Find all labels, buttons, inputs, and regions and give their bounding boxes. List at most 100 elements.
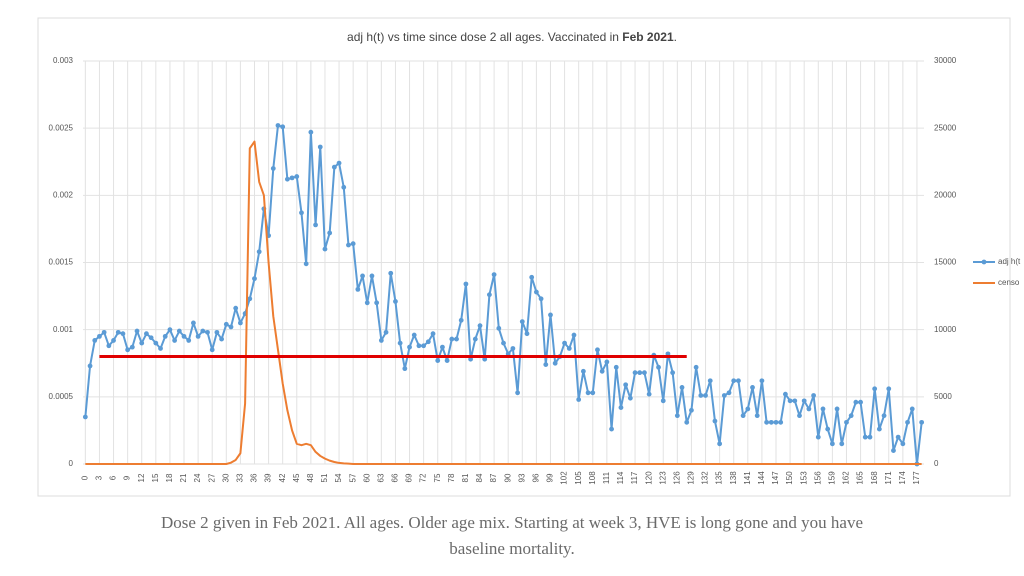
x-tick-label: 129 — [687, 471, 696, 485]
data-point — [252, 276, 257, 282]
x-tick-label: 18 — [165, 473, 174, 482]
data-point — [120, 331, 126, 337]
data-point — [689, 407, 694, 413]
chart-frame — [37, 17, 1011, 497]
data-point — [642, 370, 647, 376]
data-point — [585, 390, 591, 396]
data-point — [106, 343, 112, 349]
data-point — [773, 419, 779, 425]
data-point — [745, 406, 751, 412]
x-tick-label: 33 — [236, 473, 245, 482]
data-point — [219, 336, 225, 342]
y2-tick-label: 0 — [934, 459, 939, 468]
data-point — [848, 413, 854, 419]
data-point — [129, 344, 135, 350]
data-point — [228, 324, 234, 330]
data-point — [820, 406, 826, 412]
y2-tick-label: 30000 — [934, 56, 957, 65]
x-tick-label: 174 — [898, 471, 907, 485]
data-point — [754, 413, 760, 419]
x-tick-label: 78 — [447, 473, 456, 482]
y-tick-label: 0.0005 — [49, 392, 74, 401]
data-point — [327, 230, 333, 236]
data-point — [360, 273, 365, 279]
data-point — [491, 272, 497, 277]
data-point — [886, 386, 892, 392]
data-point — [717, 441, 723, 447]
data-point — [97, 333, 102, 339]
x-tick-label: 66 — [391, 473, 400, 482]
data-point — [646, 391, 652, 397]
data-point — [618, 405, 624, 410]
data-point — [331, 164, 337, 170]
x-tick-label: 81 — [461, 473, 470, 482]
x-tick-label: 24 — [193, 473, 202, 482]
data-point — [444, 358, 450, 363]
x-tick-label: 3 — [95, 475, 104, 480]
x-tick-label: 36 — [250, 473, 259, 482]
data-point — [237, 320, 243, 326]
data-point — [416, 343, 422, 349]
data-point — [580, 368, 586, 374]
data-point — [510, 346, 516, 351]
data-point — [289, 175, 295, 181]
data-point — [158, 346, 163, 351]
x-tick-label: 21 — [179, 473, 188, 482]
data-point — [148, 335, 154, 341]
data-point — [576, 397, 582, 402]
data-point — [693, 364, 699, 370]
x-tick-label: 138 — [729, 471, 738, 485]
data-point — [421, 343, 427, 349]
chart: adj h(t) vs time since dose 2 all ages. … — [37, 17, 1021, 497]
title-part: Feb 2021 — [622, 30, 674, 44]
data-point — [834, 406, 840, 412]
data-point — [454, 336, 459, 342]
x-tick-label: 12 — [137, 473, 146, 482]
data-point — [270, 166, 276, 171]
x-tick-label: 135 — [715, 471, 724, 485]
data-point — [402, 366, 408, 372]
data-point — [134, 328, 140, 334]
data-point — [595, 347, 600, 353]
data-point — [214, 329, 220, 335]
data-point — [82, 414, 88, 420]
data-point — [378, 338, 384, 343]
x-tick-label: 93 — [517, 473, 526, 482]
data-point — [707, 378, 713, 384]
data-point — [909, 406, 915, 412]
data-point — [195, 333, 201, 339]
data-point — [919, 419, 925, 425]
data-point — [125, 347, 131, 353]
title-part: adj h(t) vs time since dose 2 all ages. … — [347, 30, 622, 44]
data-point — [538, 296, 544, 302]
data-point — [487, 292, 492, 298]
y-tick-label: 0 — [69, 459, 74, 468]
x-tick-label: 72 — [419, 473, 428, 482]
x-tick-label: 147 — [771, 471, 780, 485]
data-point — [632, 370, 638, 376]
data-point — [350, 241, 356, 247]
x-tick-label: 75 — [433, 473, 442, 482]
data-point — [552, 360, 558, 366]
data-point — [721, 393, 727, 398]
y-tick-label: 0.003 — [53, 56, 74, 65]
legend-marker — [981, 259, 987, 265]
data-point — [905, 419, 910, 425]
data-point — [656, 364, 661, 370]
data-point — [92, 338, 98, 343]
data-point — [895, 434, 901, 440]
data-point — [247, 296, 253, 302]
data-point — [731, 378, 737, 384]
data-point — [815, 434, 821, 440]
y2-tick-label: 20000 — [934, 190, 957, 199]
x-tick-label: 159 — [827, 471, 836, 485]
x-tick-label: 153 — [799, 471, 808, 485]
data-point — [256, 249, 262, 255]
data-point — [346, 242, 351, 248]
x-tick-label: 6 — [109, 475, 118, 480]
x-tick-label: 168 — [870, 471, 879, 485]
data-point — [369, 273, 375, 279]
x-tick-label: 84 — [475, 473, 484, 482]
y2-tick-label: 15000 — [934, 258, 957, 267]
data-point — [839, 441, 845, 447]
